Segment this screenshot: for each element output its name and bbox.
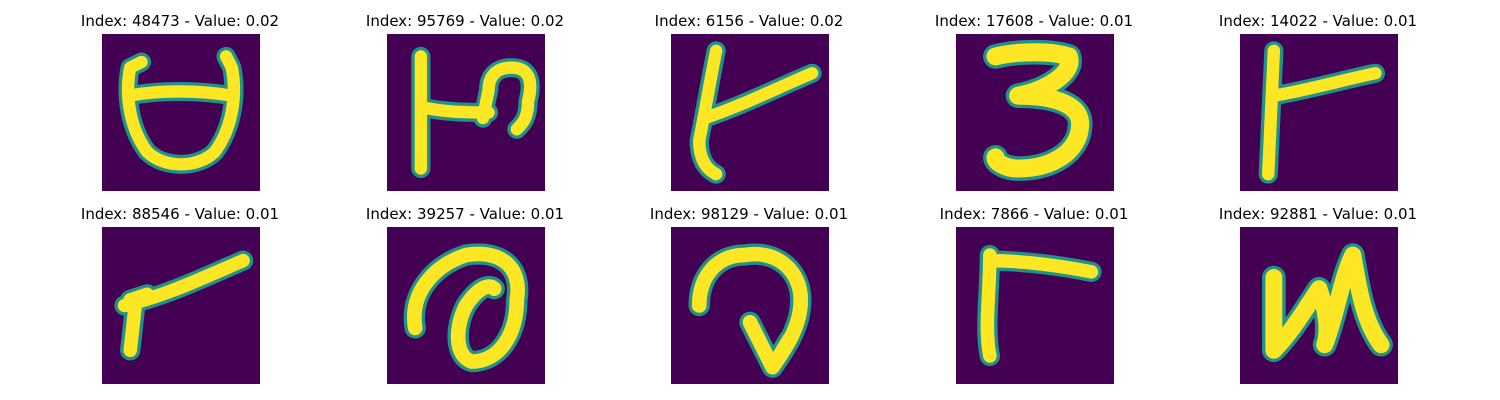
- sample-image: [671, 34, 829, 191]
- sample-title: Index: 88546 - Value: 0.01: [80, 205, 280, 223]
- sample-cell-10: Index: 92881 - Value: 0.01: [1178, 204, 1458, 394]
- sample-image: [956, 34, 1114, 191]
- sample-cell-5: Index: 14022 - Value: 0.01: [1178, 11, 1458, 201]
- sample-title: Index: 39257 - Value: 0.01: [365, 205, 565, 223]
- sample-title: Index: 92881 - Value: 0.01: [1218, 205, 1418, 223]
- sample-cell-8: Index: 98129 - Value: 0.01: [609, 204, 889, 394]
- sample-title: Index: 17608 - Value: 0.01: [934, 12, 1134, 30]
- sample-cell-4: Index: 17608 - Value: 0.01: [894, 11, 1174, 201]
- sample-title: Index: 6156 - Value: 0.02: [654, 12, 844, 30]
- sample-cell-9: Index: 7866 - Value: 0.01: [894, 204, 1174, 394]
- sample-image: [102, 34, 260, 191]
- sample-image: [387, 227, 545, 384]
- sample-image: [387, 34, 545, 191]
- sample-cell-3: Index: 6156 - Value: 0.02: [609, 11, 889, 201]
- sample-image: [956, 227, 1114, 384]
- sample-image: [671, 227, 829, 384]
- sample-title: Index: 95769 - Value: 0.02: [365, 12, 565, 30]
- sample-cell-2: Index: 95769 - Value: 0.02: [325, 11, 605, 201]
- sample-title: Index: 7866 - Value: 0.01: [939, 205, 1129, 223]
- sample-cell-1: Index: 48473 - Value: 0.02: [40, 11, 320, 201]
- sample-title: Index: 98129 - Value: 0.01: [649, 205, 849, 223]
- sample-title: Index: 14022 - Value: 0.01: [1218, 12, 1418, 30]
- sample-cell-6: Index: 88546 - Value: 0.01: [40, 204, 320, 394]
- sample-cell-7: Index: 39257 - Value: 0.01: [325, 204, 605, 394]
- sample-image: [1240, 34, 1398, 191]
- sample-image: [102, 227, 260, 384]
- sample-image: [1240, 227, 1398, 384]
- sample-title: Index: 48473 - Value: 0.02: [80, 12, 280, 30]
